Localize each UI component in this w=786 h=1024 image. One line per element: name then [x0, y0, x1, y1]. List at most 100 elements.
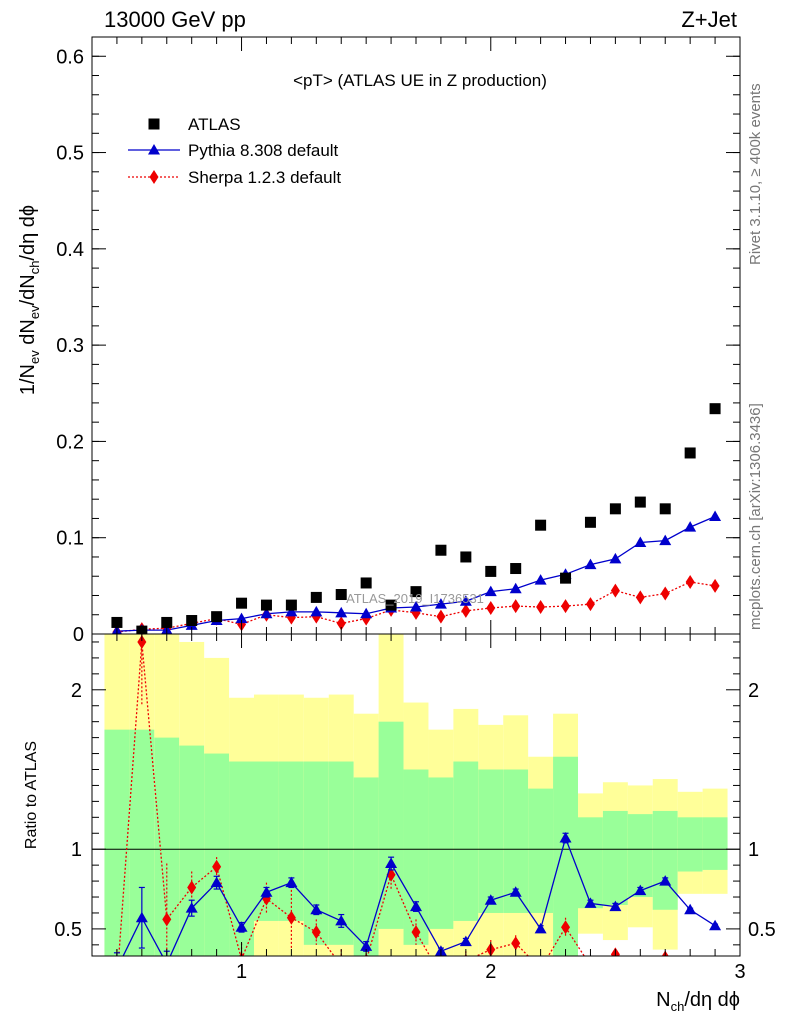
pythia-ratio-point	[534, 922, 547, 934]
band-inner-bin	[627, 814, 653, 898]
sherpa-point	[511, 599, 521, 614]
main-y-tick-label: 0	[73, 624, 84, 646]
ratio-x-tick-label: 3	[734, 961, 745, 983]
ratio-plot-area	[92, 634, 740, 973]
pythia-point	[260, 607, 273, 619]
atlas-point	[510, 563, 522, 575]
band-inner-bin	[652, 810, 678, 910]
header-left: 13000 GeV pp	[104, 7, 246, 32]
legend-pythia-marker	[148, 144, 160, 155]
band-inner-bin	[278, 761, 304, 921]
sherpa-point	[336, 616, 346, 631]
sherpa-ratio-point	[162, 912, 172, 927]
main-y-tick-label: 0.3	[56, 335, 84, 357]
pythia-point	[335, 606, 348, 618]
atlas-point	[161, 616, 173, 628]
sherpa-ratio-point	[561, 920, 571, 935]
pythia-point	[534, 574, 547, 585]
atlas-point	[260, 599, 272, 611]
ratio-xlabel: Nch/dη dϕ	[656, 989, 740, 1014]
sherpa-ratio-point	[689, 955, 691, 956]
atlas-point	[609, 503, 621, 515]
pythia-ratio-point	[509, 886, 522, 897]
atlas-point	[410, 586, 422, 598]
atlas-point	[485, 565, 497, 577]
pythia-point	[684, 521, 697, 532]
sherpa-ratio-point	[511, 936, 521, 951]
band-inner-bin	[353, 777, 379, 956]
sherpa-point	[585, 597, 595, 612]
sherpa-ratio-point	[137, 634, 147, 649]
atlas-point	[634, 496, 646, 508]
pythia-point	[659, 534, 672, 546]
sherpa-ratio-point	[411, 925, 421, 940]
header-right: Z+Jet	[681, 7, 737, 32]
sherpa-point	[685, 575, 695, 590]
pythia-ratio-point	[210, 876, 223, 888]
main-y-tick-label: 0.5	[56, 143, 84, 165]
legend-label: Pythia 8.308 default	[188, 141, 339, 160]
rivet-label: Rivet 3.1.10, ≥ 400k events	[747, 83, 764, 265]
atlas-point	[236, 597, 248, 609]
pythia-ratio-point	[709, 919, 722, 931]
band-inner-bin	[478, 769, 504, 913]
atlas-point	[460, 551, 472, 563]
pythia-point	[285, 605, 298, 617]
atlas-point	[560, 572, 572, 584]
ratio-x-tick-label: 2	[485, 961, 496, 983]
pythia-ratio-point	[410, 900, 422, 912]
band-inner-bin	[702, 817, 728, 870]
pythia-point	[584, 558, 597, 570]
ratio-y-tick-label-right: 0.5	[748, 919, 776, 941]
atlas-point	[684, 447, 696, 459]
pythia-ratio-point	[260, 886, 273, 897]
sherpa-point	[610, 583, 620, 598]
atlas-point	[310, 591, 322, 603]
pythia-ratio-point	[484, 894, 497, 905]
legend-label: Sherpa 1.2.3 default	[188, 168, 341, 187]
atlas-point	[335, 589, 347, 601]
mcplots-label: mcplots.cern.ch [arXiv:1306.3436]	[747, 403, 764, 630]
band-inner-bin	[378, 721, 404, 929]
main-y-tick-label: 0.4	[56, 239, 84, 261]
band-inner-bin	[179, 745, 205, 956]
pythia-ratio-point	[659, 875, 672, 886]
pythia-point	[484, 585, 497, 597]
sherpa-point	[486, 601, 496, 616]
pythia-point	[235, 612, 248, 624]
band-inner-bin	[204, 753, 230, 956]
pythia-ratio-point	[459, 935, 472, 947]
pythia-point	[310, 605, 323, 617]
sherpa-point	[660, 586, 670, 601]
pythia-ratio-point	[360, 940, 373, 951]
sherpa-point	[461, 603, 471, 618]
sherpa-point	[710, 578, 720, 593]
atlas-point	[659, 503, 671, 515]
legend-sherpa-marker	[149, 170, 159, 184]
pythia-ratio-point	[235, 921, 248, 932]
main-plot-area	[111, 403, 722, 634]
watermark: ATLAS_2019_I1736531	[346, 591, 484, 606]
atlas-point	[584, 516, 596, 528]
legend: ATLAS Pythia 8.308 default Sherpa 1.2.3 de…	[128, 115, 341, 187]
sherpa-point	[635, 590, 645, 605]
ratio-ylabel: Ratio to ATLAS	[23, 741, 40, 849]
atlas-point	[360, 577, 372, 589]
main-y-tick-label: 0.2	[56, 431, 84, 453]
sherpa-ratio-point	[337, 959, 346, 973]
band-inner-bin	[677, 817, 703, 872]
atlas-point	[285, 599, 297, 611]
atlas-point	[709, 403, 721, 415]
main-title: <pT> (ATLAS UE in Z production)	[293, 71, 547, 90]
pythia-ratio-point	[185, 902, 198, 913]
pythia-point	[410, 601, 422, 612]
ratio-x-tick-label: 1	[236, 961, 247, 983]
atlas-point	[211, 611, 223, 623]
pythia-ratio-point	[559, 832, 572, 843]
pythia-ratio-point	[310, 903, 323, 915]
sherpa-ratio-point	[636, 957, 645, 971]
pythia-point	[434, 598, 447, 609]
pythia-ratio-point	[684, 903, 697, 915]
main-y-tick-label: 0.1	[56, 528, 84, 550]
